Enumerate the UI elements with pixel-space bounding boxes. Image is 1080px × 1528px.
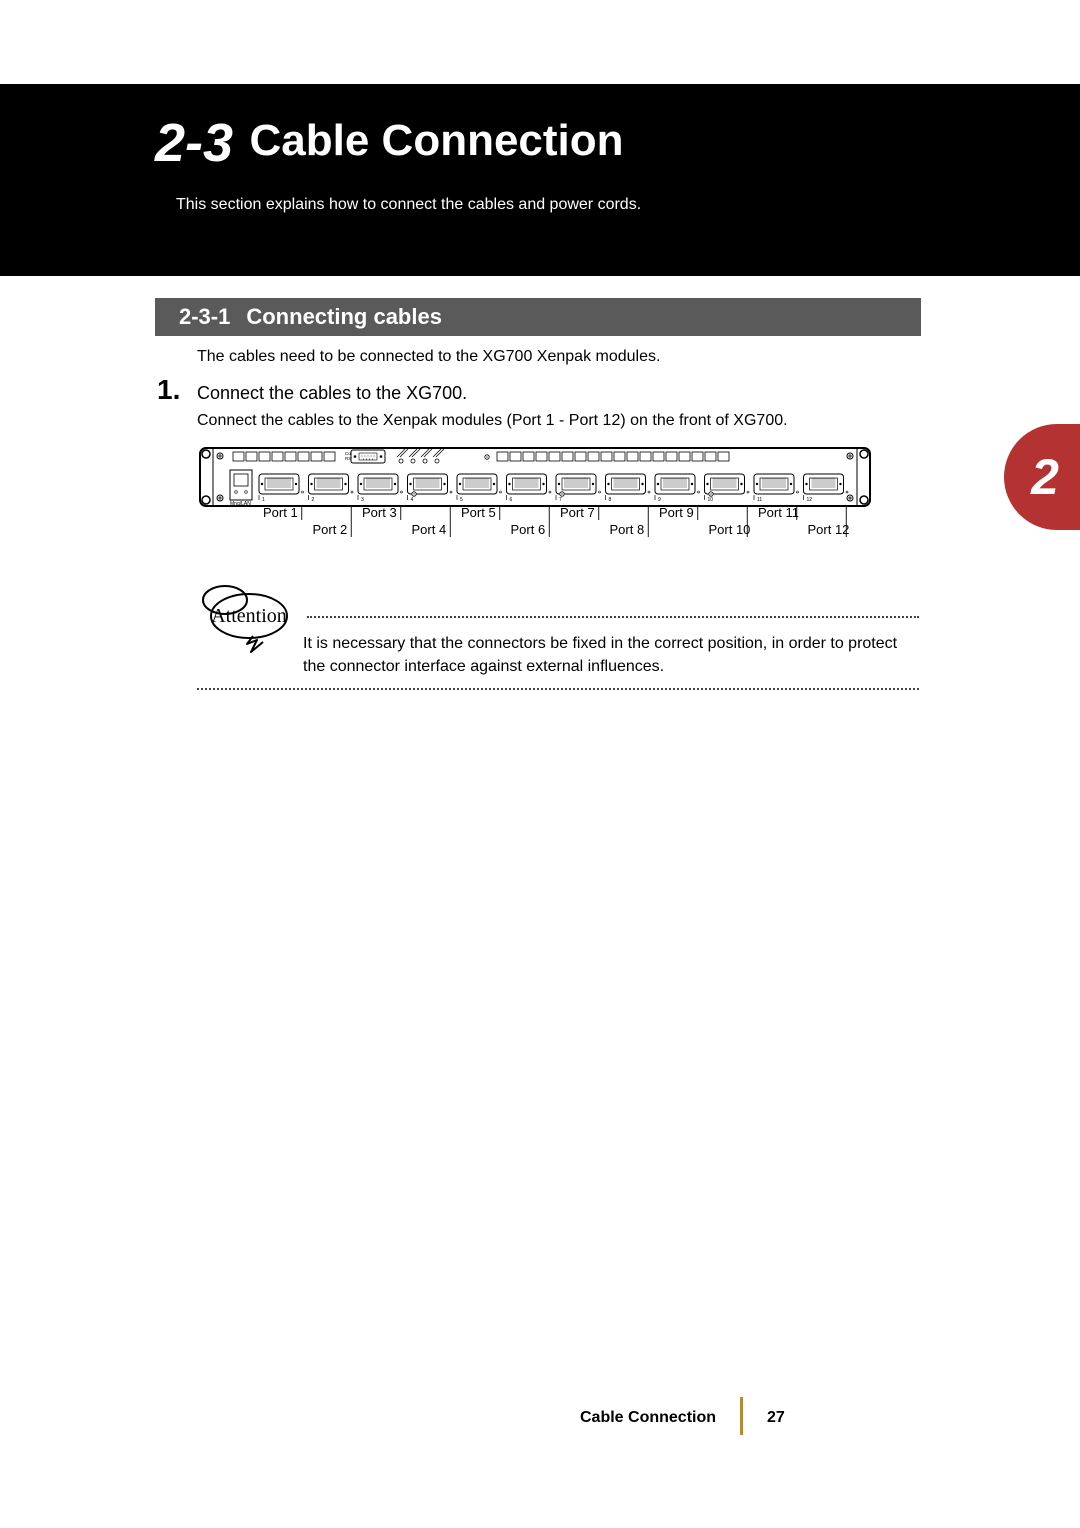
svg-text:Port 4: Port 4 — [412, 522, 447, 537]
svg-text:Port 9: Port 9 — [659, 505, 694, 520]
svg-text:9: 9 — [658, 497, 661, 503]
svg-text:7: 7 — [559, 497, 562, 503]
attention-icon: Attention — [197, 582, 303, 658]
svg-text:4: 4 — [411, 497, 414, 503]
svg-text:Port 6: Port 6 — [511, 522, 546, 537]
svg-text:Port 8: Port 8 — [610, 522, 645, 537]
svg-text:11: 11 — [757, 497, 762, 503]
svg-text:Port 7: Port 7 — [560, 505, 595, 520]
svg-text:Port 11: Port 11 — [758, 505, 799, 520]
page-footer: Cable Connection 27 — [580, 1404, 920, 1432]
svg-text:Port 5: Port 5 — [461, 505, 496, 520]
step-title: Connect the cables to the XG700. — [197, 383, 467, 404]
svg-text:Port 1: Port 1 — [263, 505, 298, 520]
svg-text:Mng/LAN: Mng/LAN — [230, 501, 251, 507]
step-body: Connect the cables to the Xenpak modules… — [197, 412, 788, 430]
subsection-lead: The cables need to be connected to the X… — [197, 348, 660, 366]
svg-text:1: 1 — [262, 497, 265, 503]
section-title: Cable Connection — [250, 116, 624, 165]
svg-text:6: 6 — [510, 497, 513, 503]
svg-text:3: 3 — [361, 497, 364, 503]
chapter-tab: 2 — [1004, 424, 1080, 530]
section-number: 2-3 — [155, 113, 233, 173]
subsection-header: 2-3-1 Connecting cables — [155, 298, 921, 336]
attention-block: Attention It is necessary that the conne… — [197, 582, 922, 678]
attention-label: Attention — [211, 605, 287, 627]
subsection-number: 2-3-1 — [179, 304, 230, 330]
svg-text:Port 2: Port 2 — [313, 522, 348, 537]
svg-text:12: 12 — [807, 497, 813, 503]
device-diagram: ConsoleRS-232Mng/LAN123456789101112Port … — [197, 446, 873, 562]
svg-text:8: 8 — [609, 497, 612, 503]
attention-dotted-bottom — [197, 688, 919, 690]
svg-text:Port 10: Port 10 — [709, 522, 751, 537]
banner-inner: 2-3 Cable Connection — [0, 84, 1080, 174]
step-number: 1. — [157, 374, 180, 406]
svg-text:10: 10 — [708, 497, 714, 503]
footer-divider — [740, 1397, 743, 1435]
attention-text: It is necessary that the connectors be f… — [303, 632, 922, 678]
subsection-title: Connecting cables — [246, 304, 442, 330]
svg-text:2: 2 — [312, 497, 315, 503]
svg-text:Port 12: Port 12 — [808, 522, 850, 537]
footer-title: Cable Connection — [580, 1409, 716, 1427]
svg-text:Port 3: Port 3 — [362, 505, 397, 520]
section-intro: This section explains how to connect the… — [176, 196, 641, 214]
section-banner: 2-3 Cable Connection — [0, 84, 1080, 276]
svg-text:5: 5 — [460, 497, 463, 503]
footer-page-number: 27 — [767, 1409, 785, 1427]
